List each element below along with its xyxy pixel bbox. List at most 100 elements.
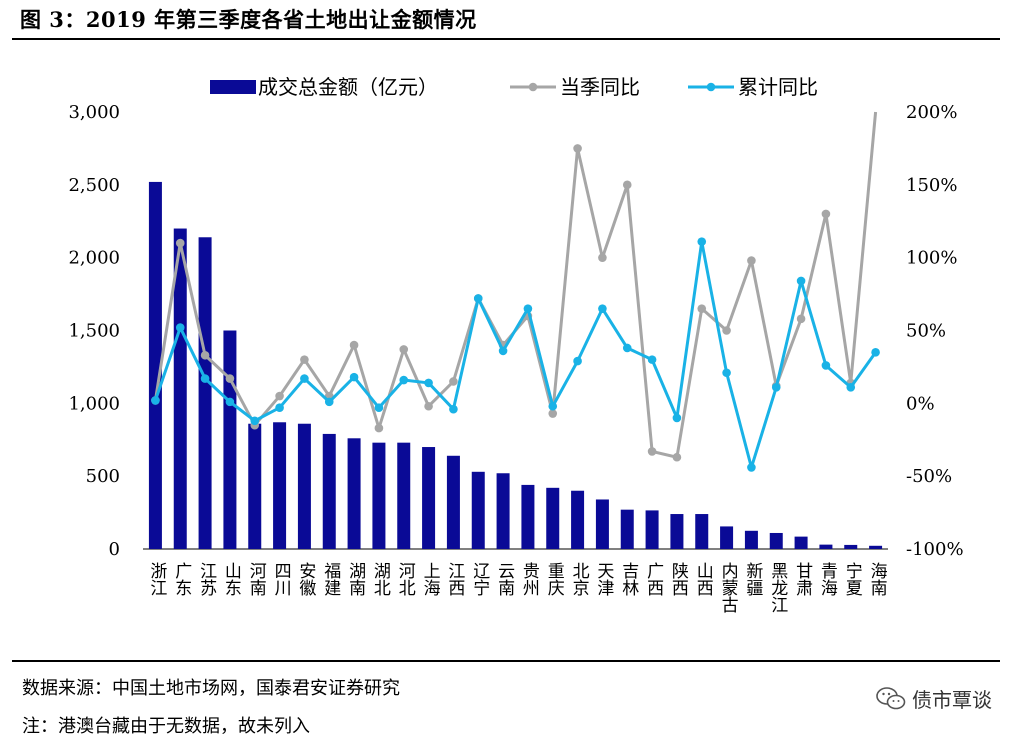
category-label-河南: 河南 — [246, 562, 267, 596]
left-tick-label: 2,500 — [68, 175, 120, 196]
legend-marker-quarter-yoy — [528, 82, 538, 92]
point-quarter-yoy-四川 — [275, 391, 284, 401]
point-quarter-yoy-天津 — [598, 253, 607, 262]
left-tick-label: 1,500 — [68, 321, 120, 342]
legend-swatch-bar — [210, 80, 256, 94]
bar-四川 — [273, 422, 287, 549]
point-cumulative-yoy-广西 — [647, 355, 657, 364]
point-cumulative-yoy-青海 — [821, 361, 831, 370]
bar-河北 — [397, 442, 411, 549]
bar-江苏 — [198, 237, 212, 550]
legend: 成交总金额（亿元） 当季同比 累计同比 — [210, 75, 818, 99]
category-label-云南: 云南 — [494, 562, 515, 596]
right-tick-label: 0% — [906, 393, 935, 414]
point-cumulative-yoy-湖南 — [349, 372, 359, 382]
bar-重庆 — [546, 487, 560, 549]
bar-浙江 — [148, 181, 162, 550]
watermark: 债市覃谈 — [876, 684, 992, 713]
point-cumulative-yoy-浙江 — [151, 396, 160, 405]
category-label-宁夏: 宁夏 — [842, 562, 863, 596]
category-label-青海: 青海 — [817, 562, 838, 597]
bar-云南 — [496, 473, 510, 549]
point-cumulative-yoy-陕西 — [672, 413, 682, 423]
category-label-四川: 四川 — [271, 562, 292, 596]
bar-山西 — [695, 514, 709, 549]
point-cumulative-yoy-吉林 — [622, 343, 632, 353]
source-text: 数据来源：中国土地市场网，国泰君安证券研究 — [22, 678, 400, 699]
right-tick-label: 150% — [906, 175, 957, 196]
category-label-陕西: 陕西 — [668, 562, 688, 596]
category-label-辽宁: 辽宁 — [469, 562, 490, 596]
chart-axes: 0 500 1,000 1,500 2,000 2,500 3,000 -100% -50% 0%… — [68, 102, 963, 560]
point-quarter-yoy-河北 — [399, 345, 409, 354]
left-tick-label: 3,000 — [68, 102, 120, 123]
legend-label-quarter-yoy: 当季同比 — [560, 75, 640, 99]
page-title: 图 3：2019 年第三季度各省土地出让金额情况 — [20, 7, 477, 32]
point-quarter-yoy-甘肃 — [796, 314, 806, 324]
bar-天津 — [595, 499, 609, 549]
point-cumulative-yoy-上海 — [424, 378, 433, 388]
point-cumulative-yoy-安徽 — [300, 374, 309, 383]
point-quarter-yoy-广东 — [175, 238, 185, 248]
point-cumulative-yoy-天津 — [598, 304, 607, 313]
point-cumulative-yoy-江西 — [449, 404, 458, 414]
category-label-新疆: 新疆 — [742, 562, 763, 596]
category-label-福建: 福建 — [320, 562, 341, 596]
point-cumulative-yoy-福建 — [324, 397, 334, 407]
category-label-贵州: 贵州 — [519, 562, 540, 596]
point-cumulative-yoy-山西 — [697, 237, 707, 246]
bar-江西 — [446, 455, 460, 549]
bar-广东 — [173, 228, 187, 550]
bar-福建 — [322, 433, 336, 549]
left-tick-label: 2,000 — [68, 248, 120, 269]
right-tick-label: -50% — [906, 466, 952, 487]
point-cumulative-yoy-甘肃 — [796, 276, 806, 286]
right-tick-label: -100% — [906, 539, 964, 560]
point-quarter-yoy-山东 — [225, 374, 235, 383]
bar-青海 — [819, 544, 833, 549]
bar-陕西 — [670, 514, 684, 549]
bar-上海 — [422, 447, 436, 549]
bar-新疆 — [744, 530, 758, 549]
point-cumulative-yoy-云南 — [498, 346, 508, 356]
point-cumulative-yoy-河北 — [399, 375, 409, 385]
category-label-海南: 海南 — [867, 562, 888, 596]
bar-广西 — [645, 510, 659, 549]
point-quarter-yoy-上海 — [424, 401, 433, 411]
bar-北京 — [571, 490, 585, 549]
bar-安徽 — [297, 423, 311, 549]
bar-宁夏 — [844, 544, 858, 549]
category-label-内蒙古: 内蒙古 — [718, 562, 739, 613]
point-quarter-yoy-重庆 — [548, 409, 558, 418]
category-label-山西: 山西 — [693, 562, 713, 596]
right-tick-label: 200% — [906, 102, 957, 123]
category-label-重庆: 重庆 — [544, 562, 565, 596]
point-cumulative-yoy-内蒙古 — [722, 368, 731, 378]
wechat-icon — [876, 686, 906, 709]
line-cumulative-yoy — [153, 240, 877, 469]
point-cumulative-yoy-辽宁 — [473, 294, 483, 303]
note-text: 注：港澳台藏由于无数据，故未列入 — [22, 716, 310, 737]
point-quarter-yoy-新疆 — [747, 256, 756, 265]
category-label-吉林: 吉林 — [618, 562, 639, 596]
point-quarter-yoy-湖北 — [374, 423, 384, 433]
point-quarter-yoy-湖南 — [349, 340, 359, 350]
line-quarter-yoy — [153, 111, 878, 459]
left-tick-label: 500 — [86, 466, 120, 487]
category-label-江西: 江西 — [444, 562, 465, 596]
point-quarter-yoy-江苏 — [200, 350, 210, 360]
bar-海南 — [869, 545, 883, 549]
point-quarter-yoy-北京 — [573, 144, 582, 153]
bar-甘肃 — [794, 536, 808, 549]
category-label-甘肃: 甘肃 — [792, 562, 813, 596]
point-quarter-yoy-陕西 — [672, 452, 682, 462]
point-quarter-yoy-内蒙古 — [722, 326, 731, 335]
category-label-浙江: 浙江 — [146, 562, 167, 596]
bar-内蒙古 — [720, 526, 734, 549]
category-label-天津: 天津 — [593, 562, 614, 596]
left-tick-label: 0 — [109, 539, 120, 560]
bar-黑龙江 — [769, 532, 783, 549]
category-label-湖北: 湖北 — [370, 562, 391, 596]
right-tick-label: 100% — [906, 248, 957, 269]
point-cumulative-yoy-北京 — [573, 356, 582, 366]
